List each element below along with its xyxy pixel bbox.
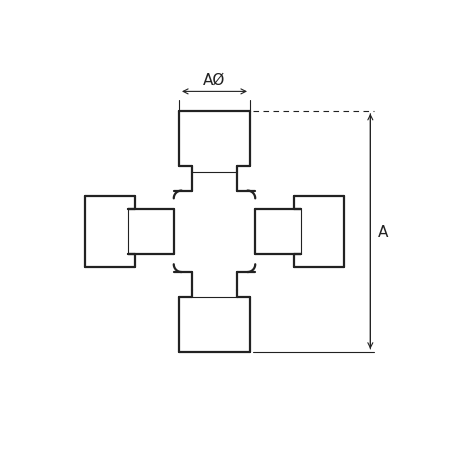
Text: A: A [377,224,388,239]
Text: AØ: AØ [203,73,225,88]
